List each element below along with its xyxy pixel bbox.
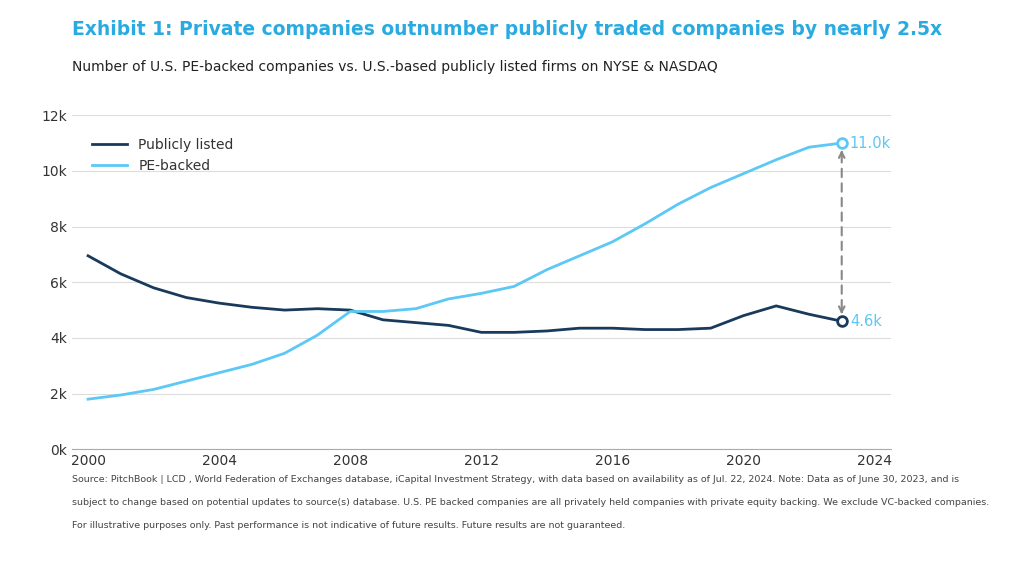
Text: Number of U.S. PE-backed companies vs. U.S.-based publicly listed firms on NYSE : Number of U.S. PE-backed companies vs. U…: [72, 60, 718, 74]
Text: For illustrative purposes only. Past performance is not indicative of future res: For illustrative purposes only. Past per…: [72, 521, 625, 530]
Text: Source: PitchBook | LCD , World Federation of Exchanges database, iCapital Inves: Source: PitchBook | LCD , World Federati…: [72, 475, 958, 484]
Legend: Publicly listed, PE-backed: Publicly listed, PE-backed: [87, 132, 240, 178]
Text: Exhibit 1: Private companies outnumber publicly traded companies by nearly 2.5x: Exhibit 1: Private companies outnumber p…: [72, 20, 942, 39]
Text: subject to change based on potential updates to source(s) database. U.S. PE back: subject to change based on potential upd…: [72, 498, 989, 507]
Text: 11.0k: 11.0k: [850, 135, 891, 150]
Text: 4.6k: 4.6k: [850, 314, 882, 329]
